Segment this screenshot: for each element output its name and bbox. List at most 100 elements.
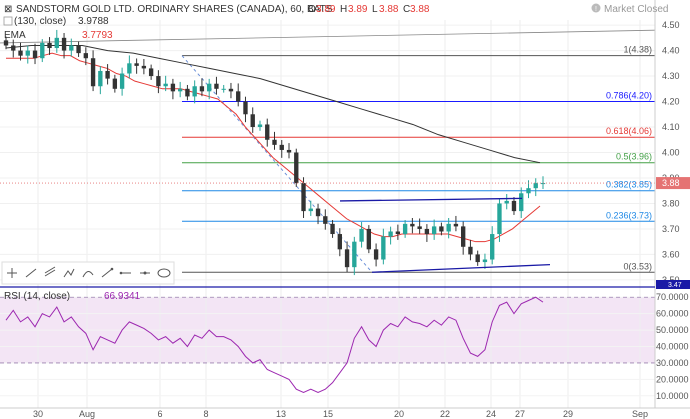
candle [511, 197, 517, 215]
candle [410, 217, 415, 234]
candle-body [424, 228, 430, 235]
candle-body [301, 183, 306, 212]
brush-icon[interactable] [82, 271, 94, 278]
candle-body [330, 223, 335, 235]
candle [482, 253, 488, 269]
candle [540, 176, 546, 189]
candle-body [214, 83, 219, 89]
candle [453, 215, 459, 232]
y-tick-label: 4.40 [662, 46, 680, 56]
ohlc-low-label: L [372, 4, 378, 15]
fibonacci-retracement[interactable]: 1(4.38) 0.786(4.20) 0.618(4.06) 0.5(3.96) 0.… [181, 45, 655, 273]
candle-body [32, 50, 38, 59]
candle-body [90, 58, 96, 87]
candle [265, 118, 270, 147]
candle [497, 198, 502, 242]
candle-body [192, 86, 197, 97]
crosshair-icon[interactable] [7, 268, 17, 278]
y-tick-label: 4.00 [662, 148, 680, 158]
channel[interactable] [0, 182, 655, 273]
ema-legend-value: 3.7793 [82, 30, 113, 41]
info-icon[interactable] [591, 3, 601, 13]
candle [475, 250, 480, 266]
candle-body [519, 193, 524, 212]
y-tick-label: 3.50 [662, 275, 680, 285]
horizontal-ray-icon[interactable] [119, 271, 131, 275]
sma-polyline [5, 44, 541, 164]
fib-label-0.382: 0.382(3.85) [606, 180, 652, 190]
candle-body [141, 65, 147, 69]
candle [177, 81, 183, 98]
ohlc-close-label: C [403, 4, 410, 15]
candle [323, 209, 328, 230]
candle-body [156, 76, 161, 87]
candle-body [410, 223, 415, 227]
overlay-toggle-icon[interactable] [3, 16, 13, 26]
candle-body [460, 226, 466, 247]
candle [163, 75, 168, 92]
pitchfork-icon[interactable] [44, 266, 56, 277]
rsi-tick-label: 10.0000 [656, 391, 689, 401]
candle [98, 66, 103, 95]
channel-lower-line[interactable] [371, 263, 551, 273]
candle [11, 39, 16, 58]
blue-price-tag [656, 280, 690, 289]
candle [366, 225, 372, 254]
path-icon[interactable] [63, 268, 75, 278]
candle-body [526, 188, 531, 194]
y-tick-label: 4.20 [662, 97, 680, 107]
candle [388, 226, 393, 245]
measure-icon[interactable] [101, 267, 114, 278]
candle-body [504, 200, 509, 204]
drawing-toolbar [1, 261, 175, 285]
candle [308, 200, 313, 216]
candle-body [475, 254, 480, 263]
candle-body [105, 70, 110, 79]
candle-body [207, 83, 212, 92]
candle [337, 228, 342, 257]
market-status: Market Closed [604, 4, 668, 15]
fib-label-0: 0(3.53) [623, 261, 652, 271]
candle [243, 96, 248, 123]
rsi-tick-label: 30.0000 [656, 358, 689, 368]
rsi-tick-label: 40.0000 [656, 342, 689, 352]
candle-body [61, 37, 67, 51]
candle-body [431, 226, 437, 235]
candle [141, 58, 147, 75]
x-tick-label: 30 [33, 409, 43, 419]
candle [221, 84, 226, 93]
candle-body [439, 226, 444, 232]
candle-body [134, 63, 139, 66]
candle [381, 228, 386, 265]
channel-upper-line[interactable] [339, 197, 523, 202]
candle [533, 178, 538, 197]
ohlc-close: 3.88 [410, 4, 430, 15]
candle [228, 82, 234, 99]
text-icon[interactable] [140, 271, 150, 275]
candle [90, 50, 96, 92]
candle-body [228, 88, 234, 92]
y-tick-label: 4.10 [662, 122, 680, 132]
candle [395, 224, 401, 240]
candle-body [337, 234, 342, 250]
candle [192, 80, 197, 104]
candle [504, 194, 509, 210]
candle-body [25, 50, 30, 56]
candle-body [18, 50, 23, 56]
candle-body [373, 249, 379, 260]
candle [373, 243, 379, 267]
x-tick-label: 8 [203, 409, 208, 419]
candle [148, 64, 154, 80]
candle [156, 70, 161, 94]
y-tick-label: 3.60 [662, 249, 680, 259]
x-tick-label: 15 [323, 409, 333, 419]
candle [214, 76, 219, 95]
ohlc-high-label: H [340, 4, 347, 15]
fib-label-0.618: 0.618(4.06) [606, 126, 652, 136]
candle-body [308, 208, 313, 212]
trendline-icon[interactable] [25, 268, 37, 278]
candle-body [98, 70, 103, 87]
ellipse-icon[interactable] [157, 268, 171, 278]
candle [352, 236, 357, 276]
